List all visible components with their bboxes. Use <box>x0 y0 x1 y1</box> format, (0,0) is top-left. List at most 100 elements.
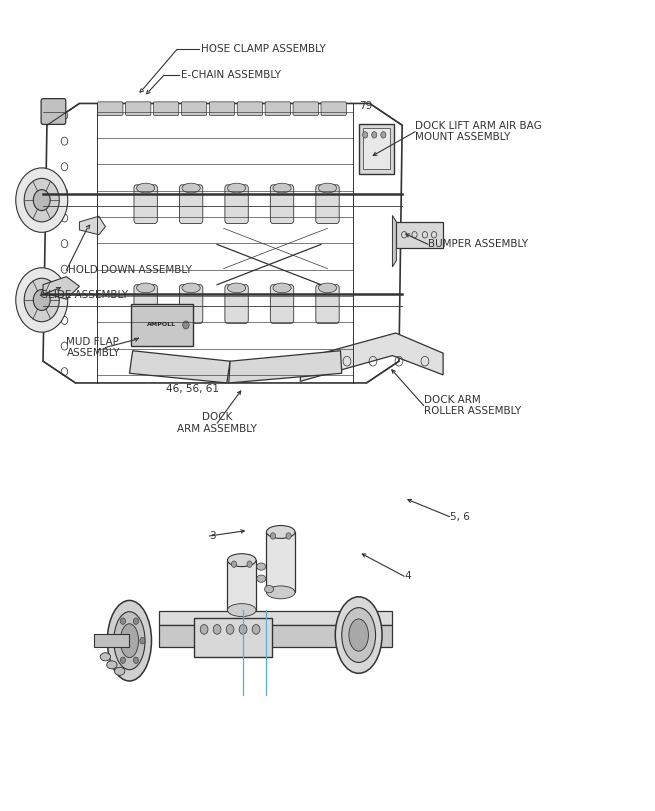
Ellipse shape <box>227 603 256 616</box>
Ellipse shape <box>136 283 155 293</box>
Circle shape <box>286 533 291 539</box>
FancyBboxPatch shape <box>267 532 295 592</box>
FancyBboxPatch shape <box>210 102 234 115</box>
Circle shape <box>33 190 50 211</box>
Polygon shape <box>159 611 392 624</box>
FancyBboxPatch shape <box>134 185 157 224</box>
FancyBboxPatch shape <box>225 285 248 324</box>
Ellipse shape <box>267 526 295 539</box>
Text: 3: 3 <box>210 531 216 541</box>
Text: HOLD DOWN ASSEMBLY: HOLD DOWN ASSEMBLY <box>67 265 192 275</box>
Ellipse shape <box>182 283 200 293</box>
Ellipse shape <box>227 183 246 193</box>
Circle shape <box>371 131 377 138</box>
Circle shape <box>140 637 145 644</box>
FancyBboxPatch shape <box>41 99 66 124</box>
Ellipse shape <box>182 183 200 193</box>
Polygon shape <box>229 350 342 383</box>
Circle shape <box>24 178 60 222</box>
Circle shape <box>200 624 208 634</box>
Ellipse shape <box>136 183 155 193</box>
Ellipse shape <box>273 183 291 193</box>
FancyBboxPatch shape <box>316 285 339 324</box>
Text: 5, 6: 5, 6 <box>449 512 470 521</box>
Text: BUMPER ASSEMBLY: BUMPER ASSEMBLY <box>428 239 529 250</box>
Ellipse shape <box>318 183 337 193</box>
Ellipse shape <box>273 283 291 293</box>
Ellipse shape <box>114 611 145 670</box>
Circle shape <box>16 168 67 232</box>
Circle shape <box>16 268 67 333</box>
Polygon shape <box>396 222 443 248</box>
Circle shape <box>24 278 60 322</box>
Circle shape <box>381 131 386 138</box>
Text: DOCK
ARM ASSEMBLY: DOCK ARM ASSEMBLY <box>177 413 257 434</box>
Ellipse shape <box>349 619 368 651</box>
Circle shape <box>121 618 126 624</box>
FancyBboxPatch shape <box>126 102 151 115</box>
FancyBboxPatch shape <box>293 102 318 115</box>
FancyBboxPatch shape <box>94 634 130 647</box>
FancyBboxPatch shape <box>98 102 123 115</box>
Polygon shape <box>159 624 392 647</box>
FancyBboxPatch shape <box>132 304 193 346</box>
Circle shape <box>252 624 260 634</box>
Text: AMPOLL: AMPOLL <box>147 323 176 328</box>
Ellipse shape <box>265 586 274 593</box>
FancyBboxPatch shape <box>271 285 293 324</box>
Text: E-CHAIN ASSEMBLY: E-CHAIN ASSEMBLY <box>181 71 282 80</box>
Circle shape <box>363 131 367 138</box>
Circle shape <box>121 657 126 663</box>
Ellipse shape <box>342 607 375 663</box>
Circle shape <box>134 657 138 663</box>
Ellipse shape <box>335 597 382 673</box>
FancyBboxPatch shape <box>134 285 157 324</box>
Text: DOCK LIFT ARM AIR BAG
MOUNT ASSEMBLY: DOCK LIFT ARM AIR BAG MOUNT ASSEMBLY <box>415 121 542 143</box>
Ellipse shape <box>227 554 256 567</box>
FancyBboxPatch shape <box>225 185 248 224</box>
Ellipse shape <box>107 661 117 669</box>
FancyBboxPatch shape <box>227 560 256 610</box>
Circle shape <box>271 533 276 539</box>
Circle shape <box>33 290 50 311</box>
FancyBboxPatch shape <box>195 618 272 657</box>
Ellipse shape <box>100 653 111 661</box>
FancyBboxPatch shape <box>179 185 203 224</box>
Polygon shape <box>79 217 105 234</box>
Circle shape <box>183 321 189 329</box>
FancyBboxPatch shape <box>181 102 207 115</box>
Circle shape <box>239 624 247 634</box>
Ellipse shape <box>318 283 337 293</box>
Ellipse shape <box>227 283 246 293</box>
Circle shape <box>114 637 119 644</box>
Ellipse shape <box>115 667 125 676</box>
Ellipse shape <box>257 575 266 582</box>
FancyBboxPatch shape <box>153 102 179 115</box>
Text: 4: 4 <box>404 571 411 581</box>
FancyBboxPatch shape <box>316 185 339 224</box>
Circle shape <box>213 624 221 634</box>
FancyBboxPatch shape <box>321 102 346 115</box>
Circle shape <box>231 561 236 568</box>
Text: MUD FLAP
ASSEMBLY: MUD FLAP ASSEMBLY <box>66 337 120 358</box>
Polygon shape <box>43 277 79 299</box>
Circle shape <box>134 618 138 624</box>
Text: DOCK ARM
ROLLER ASSEMBLY: DOCK ARM ROLLER ASSEMBLY <box>424 395 521 416</box>
Ellipse shape <box>267 586 295 599</box>
Polygon shape <box>300 333 443 381</box>
Ellipse shape <box>107 600 151 681</box>
FancyBboxPatch shape <box>359 123 394 174</box>
Circle shape <box>247 561 252 568</box>
FancyBboxPatch shape <box>363 128 390 169</box>
Text: 79: 79 <box>359 101 372 111</box>
FancyBboxPatch shape <box>237 102 263 115</box>
Polygon shape <box>130 350 230 383</box>
Ellipse shape <box>121 624 138 658</box>
FancyBboxPatch shape <box>271 185 293 224</box>
Ellipse shape <box>257 563 266 570</box>
Text: HOSE CLAMP ASSEMBLY: HOSE CLAMP ASSEMBLY <box>201 45 326 54</box>
Text: 46, 56, 61: 46, 56, 61 <box>166 384 219 394</box>
FancyBboxPatch shape <box>179 285 203 324</box>
Circle shape <box>226 624 234 634</box>
Text: GLIDE ASSEMBLY: GLIDE ASSEMBLY <box>41 290 128 300</box>
